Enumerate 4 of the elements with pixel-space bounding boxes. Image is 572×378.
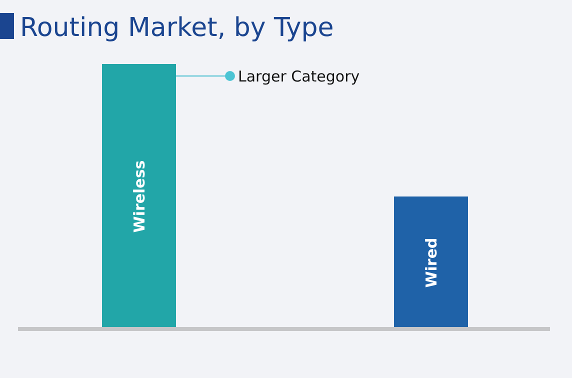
annotation: Larger Category <box>238 67 360 86</box>
x-tick-label: Wired <box>422 238 440 288</box>
x-tick-label: Wireless <box>130 160 148 233</box>
chart-title: Routing Market, by Type <box>20 13 334 43</box>
